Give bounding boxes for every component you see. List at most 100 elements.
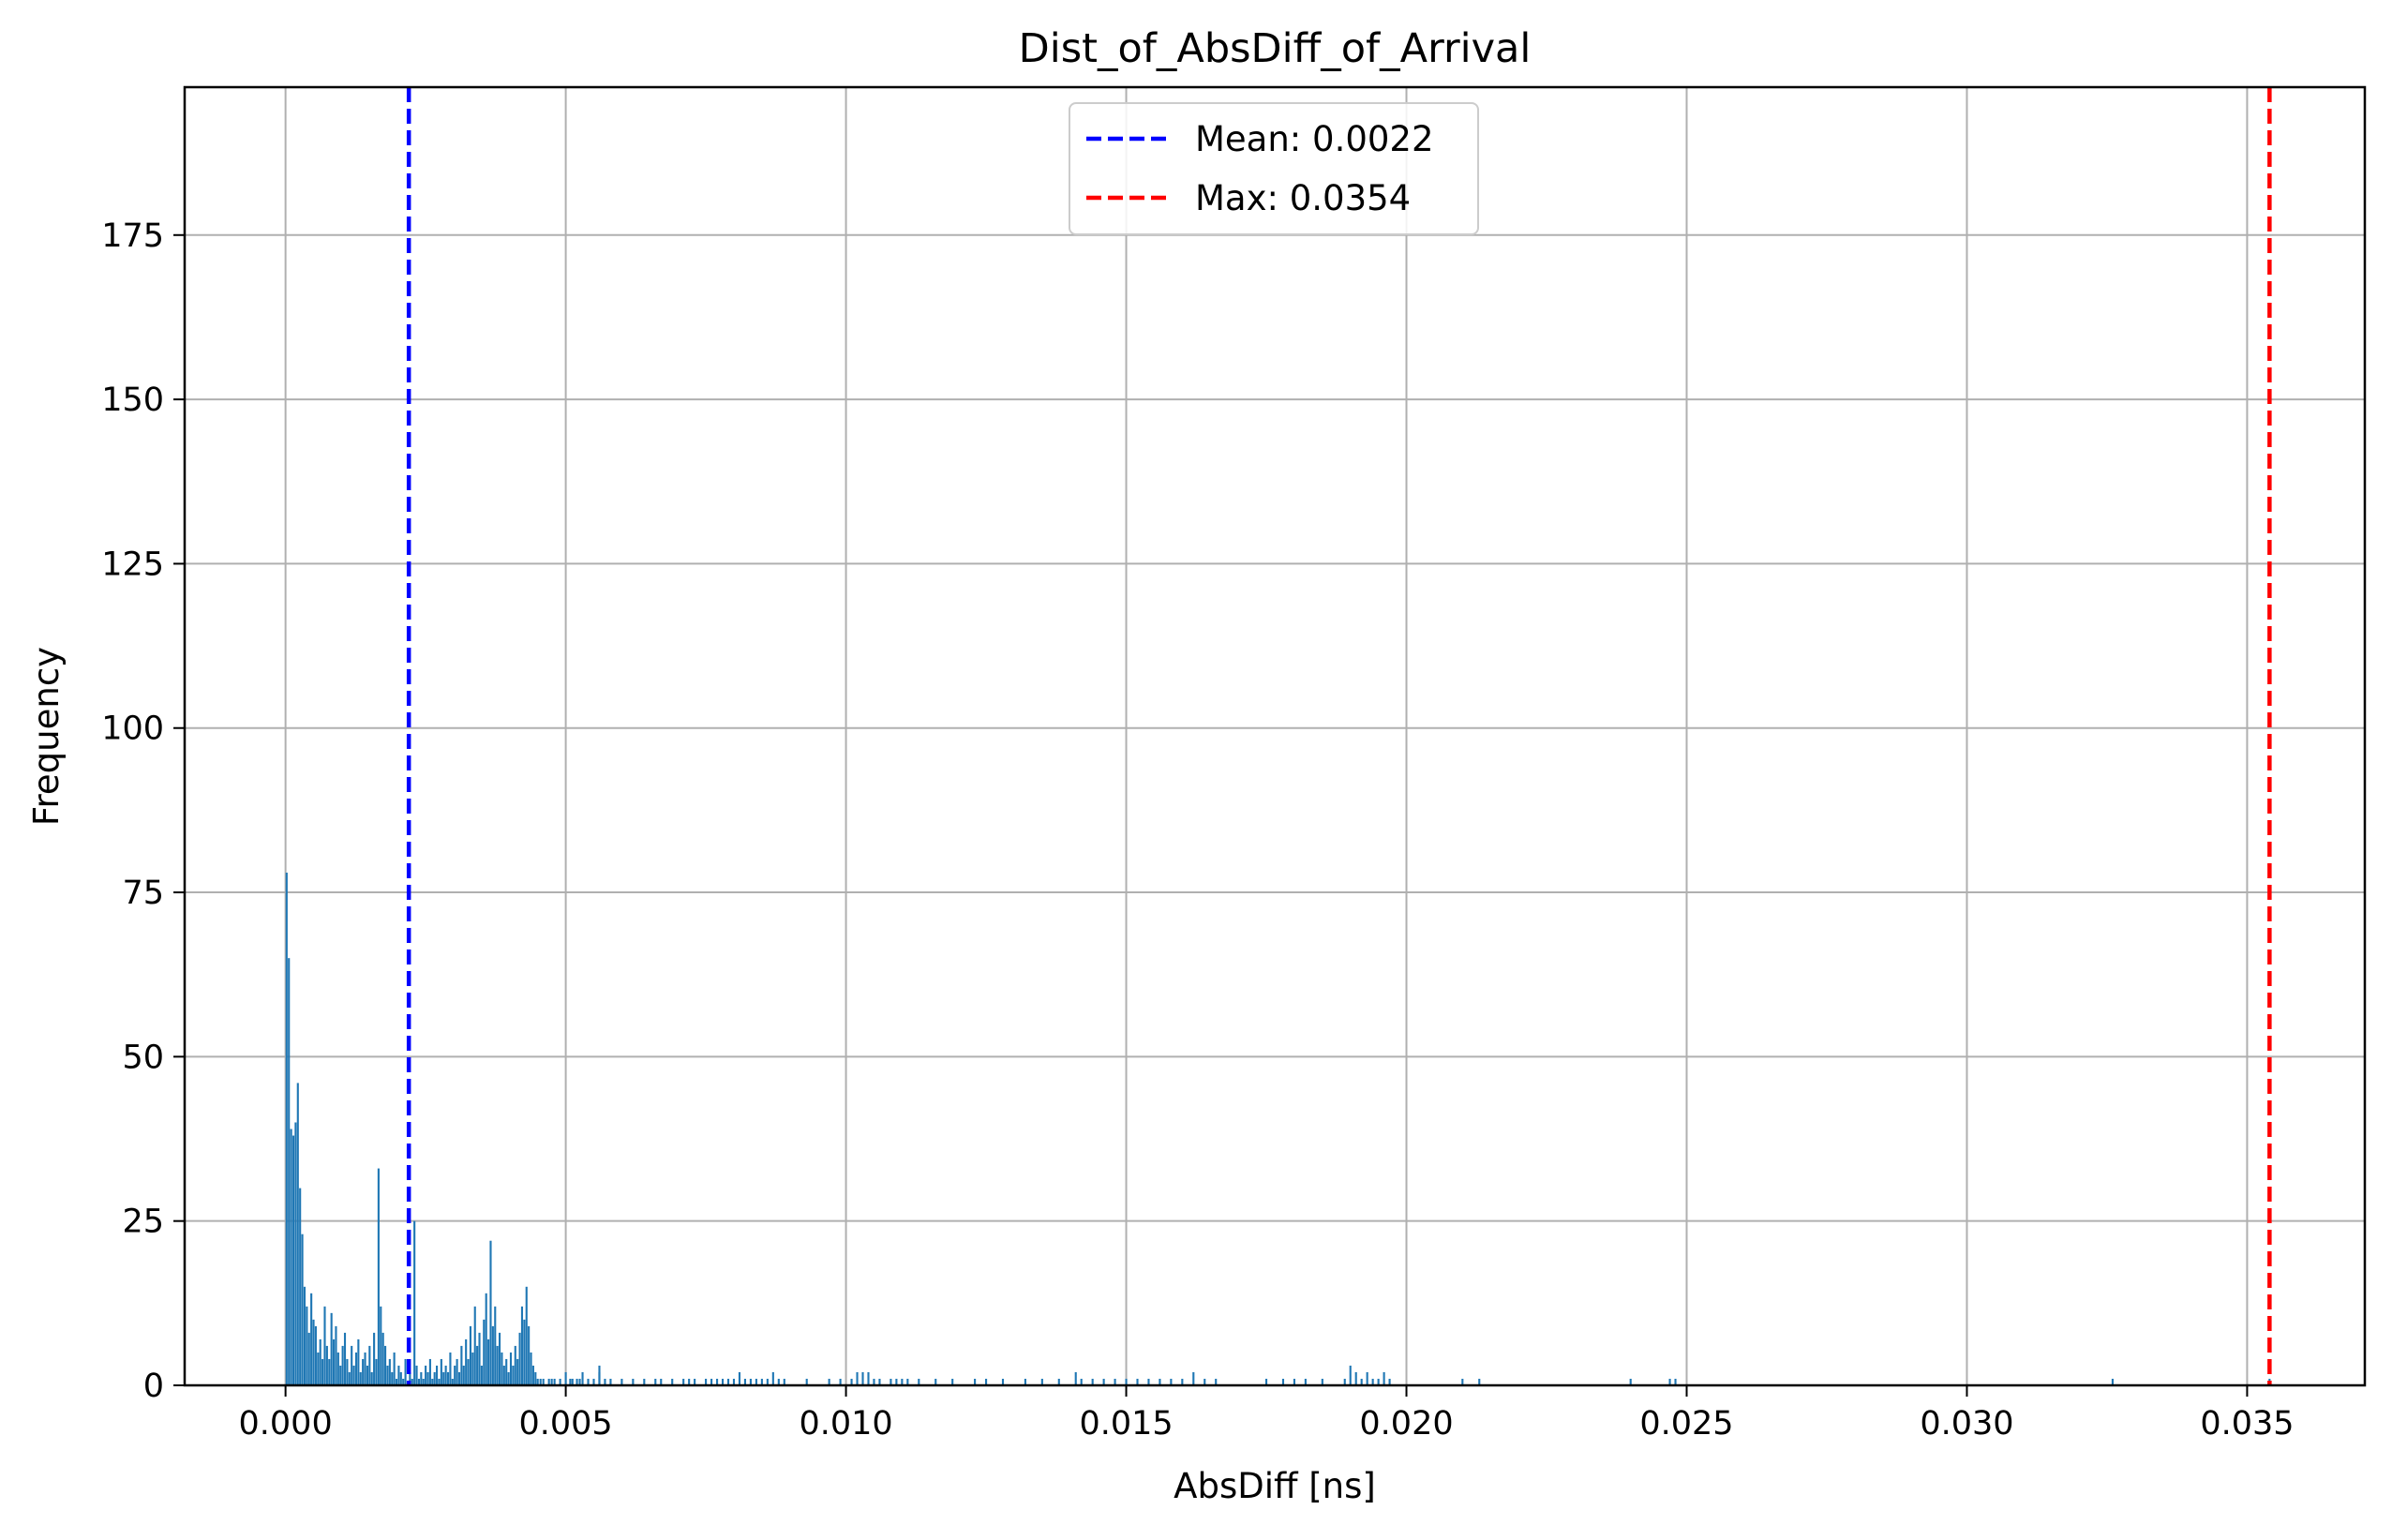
histogram-bar	[569, 1378, 572, 1385]
histogram-bar	[346, 1358, 349, 1385]
histogram-bar	[587, 1378, 590, 1385]
histogram-bar	[352, 1365, 355, 1385]
histogram-bar	[487, 1338, 490, 1385]
y-tick-label: 125	[101, 546, 164, 583]
histogram-bar	[411, 1378, 413, 1385]
histogram-bar	[354, 1352, 358, 1385]
legend: Mean: 0.0022 Max: 0.0354	[1069, 102, 1479, 235]
histogram-bar	[576, 1378, 578, 1385]
y-tick-label: 50	[122, 1039, 164, 1076]
histogram-bar	[509, 1352, 513, 1385]
histogram-bar	[307, 1332, 310, 1385]
histogram-bar	[321, 1358, 324, 1385]
histogram-bar	[290, 1129, 292, 1385]
histogram-bar	[325, 1345, 328, 1385]
histogram-bar	[471, 1352, 474, 1385]
histogram-bar	[454, 1365, 456, 1385]
histogram-bar	[314, 1325, 317, 1385]
histogram-bar	[766, 1378, 769, 1385]
histogram-bar	[1304, 1378, 1307, 1385]
histogram-bar	[348, 1371, 351, 1385]
histogram-bar	[449, 1352, 452, 1385]
histogram-bar	[777, 1378, 780, 1385]
x-tick-label: 0.030	[1920, 1405, 2013, 1443]
histogram-bar	[425, 1365, 427, 1385]
histogram-bar	[299, 1188, 302, 1385]
histogram-bar	[783, 1378, 785, 1385]
histogram-bar	[514, 1345, 516, 1385]
legend-box	[1069, 102, 1479, 235]
histogram-bar	[1354, 1371, 1357, 1385]
y-tick-label: 75	[122, 875, 164, 912]
histogram-bar	[705, 1378, 708, 1385]
histogram-bar	[805, 1378, 808, 1385]
histogram-bar	[460, 1345, 463, 1385]
histogram-bar	[296, 1083, 299, 1385]
histogram-bar	[388, 1358, 391, 1385]
histogram-bar	[1366, 1371, 1368, 1385]
histogram-bar	[301, 1233, 304, 1385]
histogram-bar	[581, 1371, 584, 1385]
histogram-bar	[330, 1312, 333, 1385]
x-tick-label: 0.035	[2200, 1405, 2294, 1443]
histogram-bar	[306, 1306, 308, 1385]
histogram-bar	[518, 1332, 521, 1385]
histogram-bar	[1478, 1378, 1481, 1385]
histogram-bar	[682, 1378, 685, 1385]
histogram-bar	[578, 1378, 581, 1385]
histogram-bar	[694, 1378, 696, 1385]
histogram-bar	[620, 1378, 623, 1385]
histogram-bar	[878, 1378, 881, 1385]
histogram-bar	[571, 1378, 574, 1385]
histogram-bar	[534, 1371, 537, 1385]
histogram-bar	[485, 1293, 487, 1385]
histogram-bar	[473, 1306, 476, 1385]
plot-frame	[183, 85, 2367, 1387]
histogram-bar	[502, 1365, 505, 1385]
histogram-bar	[726, 1378, 730, 1385]
histogram-bar	[496, 1345, 499, 1385]
histogram-bar	[839, 1378, 842, 1385]
histogram-bar	[1024, 1378, 1026, 1385]
histogram-bar	[446, 1371, 450, 1385]
x-tick-label: 0.015	[1079, 1405, 1173, 1443]
histogram-bar	[760, 1378, 763, 1385]
histogram-bar	[483, 1319, 486, 1385]
histogram-bar	[1349, 1365, 1352, 1385]
histogram-bar	[328, 1358, 331, 1385]
histogram-bar	[528, 1325, 531, 1385]
histogram-bar	[654, 1378, 657, 1385]
histogram-bar	[285, 873, 288, 1385]
histogram-bar	[856, 1371, 859, 1385]
histogram-bar	[323, 1306, 326, 1385]
histogram-bar	[553, 1378, 556, 1385]
histogram-bar	[1074, 1371, 1077, 1385]
histogram-bar	[467, 1358, 470, 1385]
legend-entry-label: Mean: 0.0022	[1195, 119, 1434, 159]
ticks-layer: 0.000 0.005 0.010 0.015 0.020 0.025 0.030 0.035…	[101, 217, 2294, 1443]
histogram-bar	[1360, 1378, 1363, 1385]
histogram-bar	[294, 1122, 297, 1385]
histogram-bar	[465, 1338, 468, 1385]
histogram-bar	[539, 1378, 542, 1385]
histogram-bar	[377, 1168, 380, 1385]
histogram-bar	[525, 1286, 528, 1385]
histogram-bar	[357, 1338, 360, 1385]
x-tick-label: 0.010	[799, 1405, 892, 1443]
histogram-bar	[1377, 1378, 1380, 1385]
histogram-bar	[1264, 1378, 1268, 1385]
histogram-bar	[901, 1378, 904, 1385]
histogram-bar	[512, 1365, 515, 1385]
histogram-bar	[1125, 1378, 1128, 1385]
histogram-bar	[362, 1358, 365, 1385]
histogram-bar	[364, 1352, 366, 1385]
histogram-bar	[873, 1378, 875, 1385]
histogram-bar	[1001, 1378, 1005, 1385]
histogram-bar	[491, 1325, 494, 1385]
histogram-bar	[417, 1378, 420, 1385]
histogram-bar	[1080, 1378, 1083, 1385]
histogram-bar	[934, 1378, 937, 1385]
histogram-bar	[444, 1365, 447, 1385]
histogram-bar	[715, 1378, 719, 1385]
